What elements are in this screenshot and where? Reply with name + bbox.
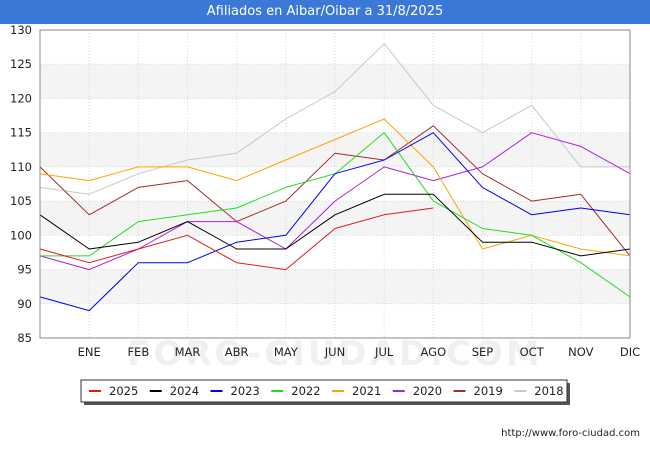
legend-label-2024: 2024 bbox=[170, 384, 199, 398]
source-url: http://www.foro-ciudad.com bbox=[501, 428, 640, 439]
y-tick-label: 95 bbox=[17, 263, 32, 277]
x-tick-label: ABR bbox=[225, 345, 249, 359]
series-line-2025 bbox=[39, 207, 434, 271]
series-line-2023 bbox=[39, 132, 631, 312]
legend-label-2021: 2021 bbox=[352, 384, 381, 398]
watermark-layer: FORO-CIUDAD.COM bbox=[127, 334, 543, 374]
y-tick-label: 105 bbox=[10, 194, 32, 208]
watermark-text: FORO-CIUDAD.COM bbox=[127, 334, 543, 374]
legend-label-2019: 2019 bbox=[474, 384, 503, 398]
y-tick-label: 90 bbox=[17, 297, 32, 311]
series-line-2024 bbox=[39, 193, 631, 257]
x-tick-label: SEP bbox=[472, 345, 494, 359]
plot-band bbox=[40, 201, 630, 236]
y-axis-ticks: 85 90 95 100 105 110 115 120 125 130 bbox=[10, 23, 32, 345]
x-axis-ticks: ENE FEB MAR ABR MAY JUN JUL AGO SEP OCT NOV DIC bbox=[78, 345, 641, 359]
x-tick-label: ENE bbox=[78, 345, 101, 359]
x-tick-label: JUN bbox=[324, 345, 345, 359]
x-tick-label: FEB bbox=[127, 345, 149, 359]
x-tick-label: DIC bbox=[620, 345, 640, 359]
plot-border bbox=[39, 29, 631, 339]
legend-box bbox=[80, 379, 568, 403]
x-tick-label: AGO bbox=[421, 345, 447, 359]
chart-title: Afiliados en Aibar/Oibar a 31/8/2025 bbox=[0, 0, 650, 24]
plot-band bbox=[40, 132, 630, 167]
series-line-2019 bbox=[39, 125, 631, 257]
x-tick-label: MAR bbox=[175, 345, 201, 359]
legend: 2025 2024 2023 2022 2021 2020 2019 2018 bbox=[80, 379, 570, 405]
legend-label-2018: 2018 bbox=[534, 384, 563, 398]
series-line-2018 bbox=[39, 43, 630, 195]
y-tick-label: 125 bbox=[10, 57, 32, 71]
x-tick-label: NOV bbox=[568, 345, 593, 359]
y-tick-label: 120 bbox=[10, 91, 32, 105]
x-tick-label: MAY bbox=[274, 345, 299, 359]
y-tick-label: 85 bbox=[17, 331, 32, 345]
y-tick-label: 130 bbox=[10, 23, 32, 37]
legend-label-2020: 2020 bbox=[413, 384, 442, 398]
y-tick-label: 110 bbox=[10, 160, 32, 174]
y-tick-label: 100 bbox=[10, 228, 32, 242]
x-tick-label: OCT bbox=[520, 345, 545, 359]
x-tick-label: JUL bbox=[374, 345, 394, 359]
legend-label-2023: 2023 bbox=[231, 384, 260, 398]
legend-label-2022: 2022 bbox=[291, 384, 320, 398]
legend-label-2025: 2025 bbox=[109, 384, 138, 398]
plot-band bbox=[40, 269, 630, 304]
y-tick-label: 115 bbox=[10, 126, 32, 140]
series-lines bbox=[39, 43, 631, 312]
